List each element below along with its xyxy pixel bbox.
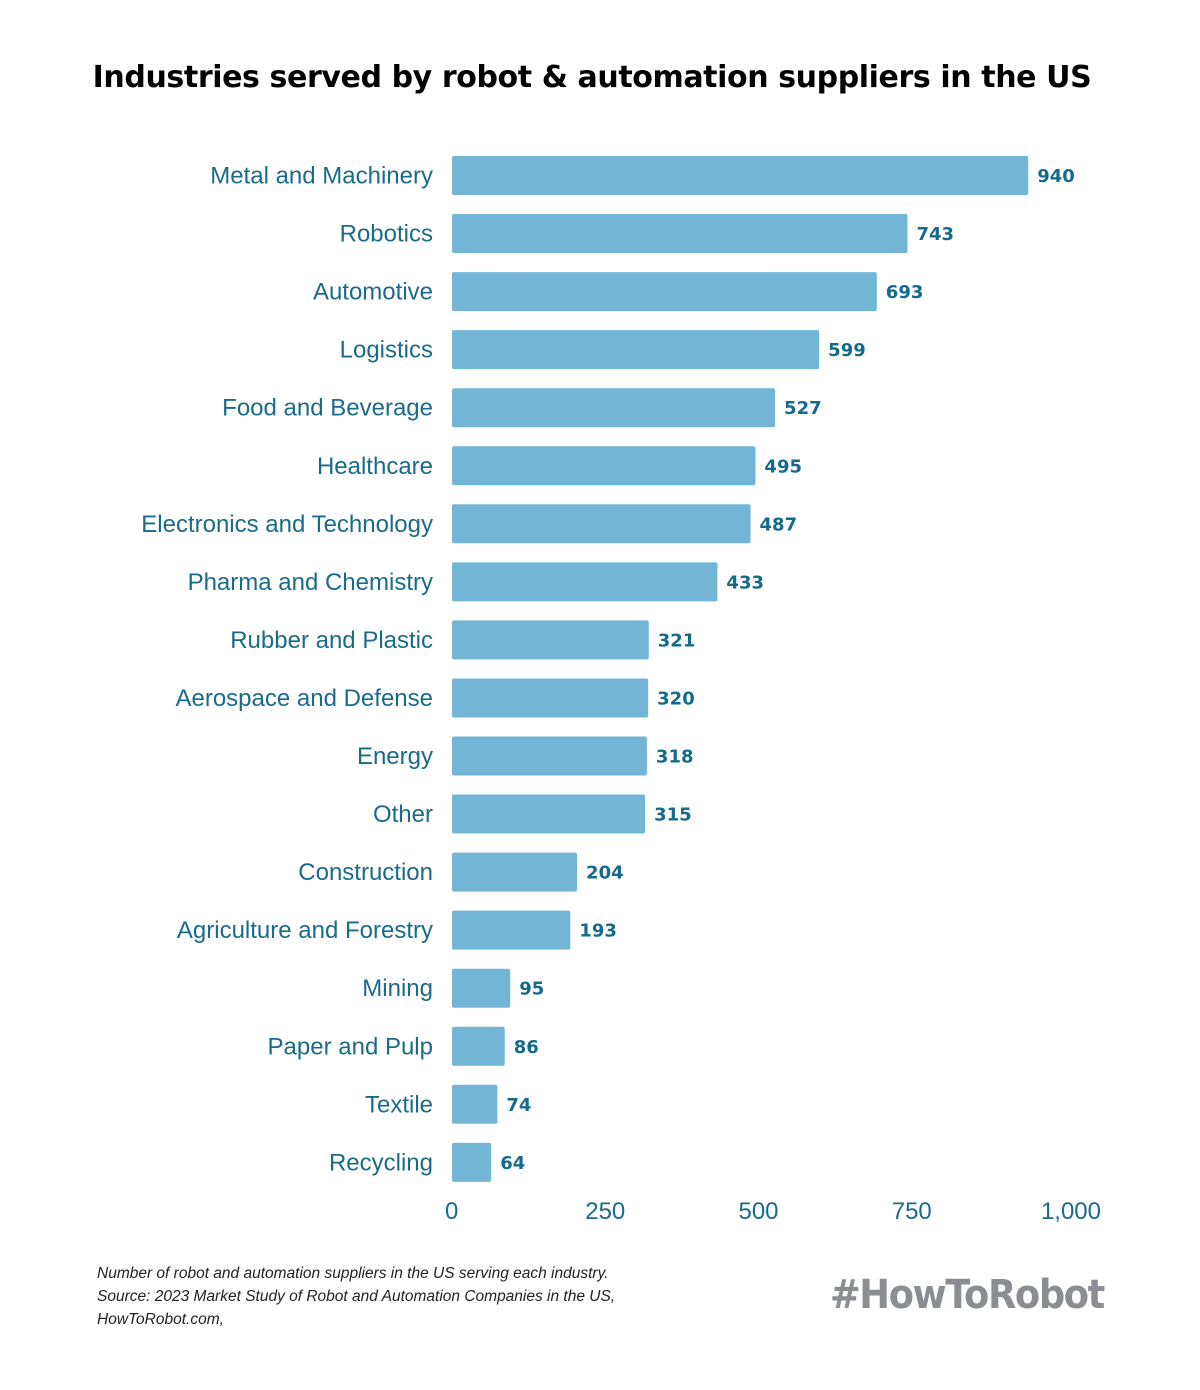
bar: [452, 446, 756, 486]
bar: [452, 562, 718, 602]
value-label: 495: [764, 456, 802, 477]
bar: [452, 678, 649, 718]
category-label: Other: [373, 801, 433, 828]
bar: [452, 504, 751, 544]
category-label: Textile: [365, 1091, 433, 1118]
category-label: Robotics: [340, 221, 433, 248]
bar-chart: Metal and Machinery Robotics Automotive Log…: [141, 156, 1101, 1225]
category-label: Paper and Pulp: [268, 1033, 433, 1060]
category-label: Food and Beverage: [222, 395, 433, 422]
footnote-line: Number of robot and automation suppliers…: [97, 1265, 609, 1282]
value-label: 321: [658, 630, 696, 651]
value-label: 95: [519, 979, 544, 1000]
value-label: 74: [506, 1095, 531, 1116]
x-tick-label: 750: [892, 1198, 932, 1225]
value-label: 940: [1037, 166, 1075, 187]
bar: [452, 794, 646, 834]
bar: [452, 620, 649, 660]
value-label: 693: [886, 282, 924, 303]
bar: [452, 1026, 505, 1066]
category-label: Aerospace and Defense: [175, 685, 433, 712]
value-label: 204: [586, 863, 624, 884]
value-label: 320: [657, 688, 695, 709]
value-label: 527: [784, 398, 822, 419]
bar: [452, 910, 571, 950]
value-label: 315: [654, 805, 692, 826]
category-label: Automotive: [313, 279, 433, 306]
x-tick-label: 0: [445, 1198, 458, 1225]
category-label: Construction: [298, 859, 433, 886]
bar: [452, 272, 877, 312]
category-label: Healthcare: [317, 453, 433, 480]
category-label: Rubber and Plastic: [230, 627, 433, 654]
value-label: 599: [828, 340, 866, 361]
value-labels: 940 743 693 599 527 495 487 433 321 320 318 315 204 1…: [500, 166, 1075, 1174]
bar: [452, 852, 578, 892]
value-label: 743: [916, 224, 954, 245]
bar: [452, 330, 820, 370]
bars: [452, 156, 1029, 1182]
category-label: Electronics and Technology: [141, 511, 433, 538]
value-label: 86: [514, 1037, 539, 1058]
category-labels: Metal and Machinery Robotics Automotive Log…: [141, 163, 433, 1177]
category-label: Logistics: [340, 337, 433, 364]
x-axis-ticks: 0 250 500 750 1,000: [445, 1198, 1101, 1225]
x-tick-label: 1,000: [1041, 1198, 1101, 1225]
footnote: Number of robot and automation suppliers…: [97, 1262, 615, 1331]
value-label: 318: [656, 747, 694, 768]
x-tick-label: 500: [738, 1198, 778, 1225]
bar: [452, 1084, 498, 1124]
x-tick-label: 250: [585, 1198, 625, 1225]
value-label: 487: [760, 514, 798, 535]
category-label: Energy: [357, 743, 433, 770]
bar: [452, 214, 908, 254]
category-label: Metal and Machinery: [210, 163, 433, 190]
bar: [452, 156, 1029, 195]
chart-title: Industries served by robot & automation …: [92, 60, 1092, 95]
category-label: Recycling: [329, 1149, 433, 1176]
value-label: 433: [726, 572, 764, 593]
footnote-line: Source: 2023 Market Study of Robot and A…: [97, 1288, 616, 1305]
category-label: Agriculture and Forestry: [177, 917, 433, 944]
category-label: Mining: [362, 975, 433, 1002]
value-label: 64: [500, 1153, 525, 1174]
bar: [452, 388, 776, 428]
bar: [452, 1142, 492, 1182]
bar: [452, 736, 647, 776]
bar: [452, 968, 511, 1008]
value-label: 193: [579, 921, 617, 942]
footnote-line: HowToRobot.com,: [97, 1311, 224, 1328]
brand-hashtag: #HowToRobot: [829, 1272, 1105, 1318]
category-label: Pharma and Chemistry: [188, 569, 433, 596]
